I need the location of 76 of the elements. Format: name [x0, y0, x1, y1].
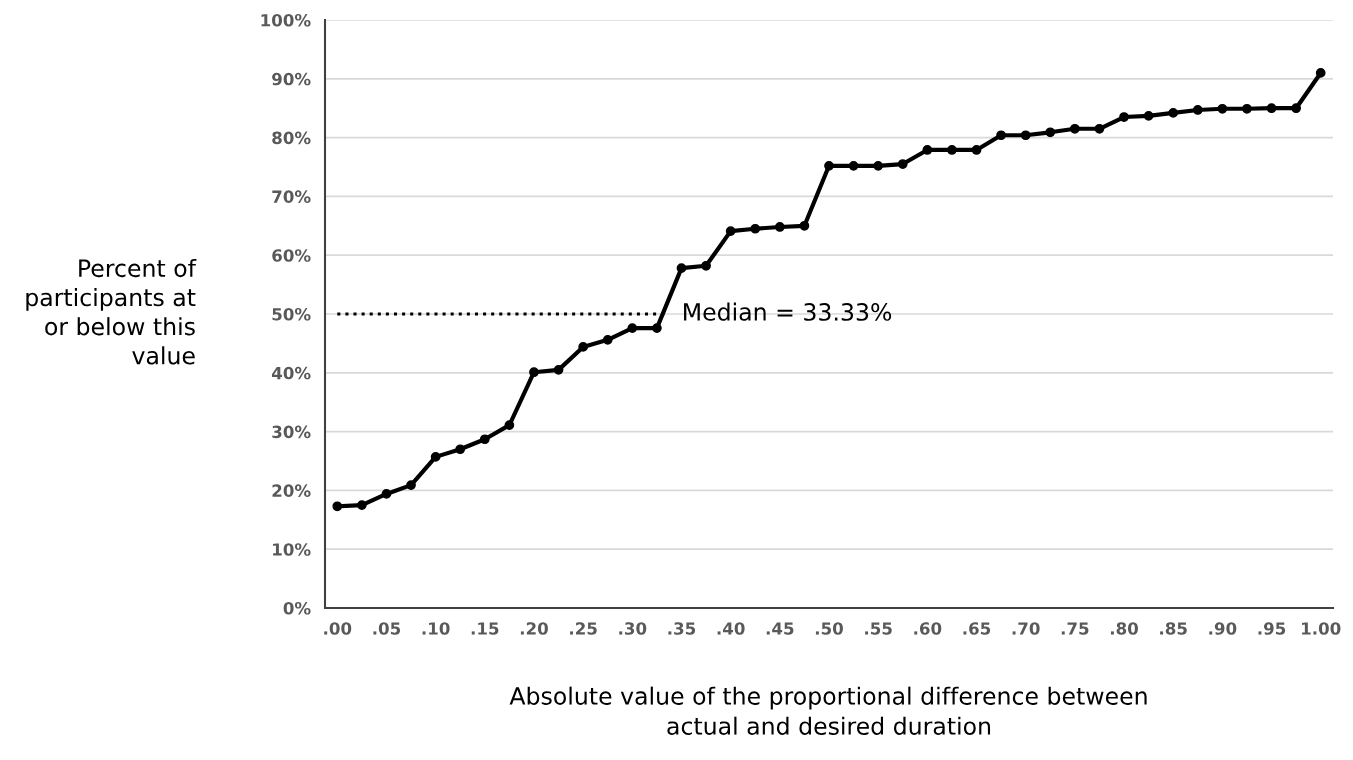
x-axis-title: Absolute value of the proportional difference between actual and desired duration	[509, 686, 1147, 735]
point	[553, 364, 564, 375]
point	[381, 489, 392, 499]
point	[1192, 105, 1203, 115]
point	[602, 335, 613, 345]
point	[848, 160, 859, 171]
y-tick-label: 50%	[272, 307, 311, 321]
x-tick-label: .95	[1258, 622, 1286, 635]
point	[774, 222, 785, 232]
point	[455, 444, 466, 455]
point	[479, 434, 490, 445]
point	[701, 260, 711, 271]
y-tick-label: 60%	[272, 249, 311, 262]
y-tick-label: 20%	[272, 484, 311, 497]
point	[504, 420, 515, 430]
x-tick-label: .00	[324, 622, 352, 635]
point	[332, 501, 343, 512]
y-tick-label: 30%	[272, 425, 311, 439]
point	[922, 145, 933, 155]
y-tick-label: 90%	[272, 72, 311, 86]
x-tick-label: .90	[1209, 622, 1237, 635]
x-tick-label: .70	[1012, 622, 1040, 635]
point	[1291, 103, 1301, 114]
point	[430, 452, 441, 462]
point	[1020, 130, 1031, 141]
point	[725, 226, 736, 236]
x-tick-label: .50	[815, 622, 843, 635]
x-tick-label: .40	[717, 622, 745, 635]
x-tick-label: .20	[520, 622, 548, 635]
y-tick-label: 70%	[272, 190, 311, 203]
point	[1168, 108, 1179, 118]
point	[897, 159, 908, 169]
point	[676, 263, 687, 273]
x-tick-label: .10	[422, 622, 450, 635]
point	[1094, 123, 1105, 134]
point	[1143, 110, 1154, 121]
x-tick-label: .45	[766, 622, 794, 635]
point	[799, 220, 810, 231]
point	[947, 145, 957, 155]
x-tick-label: .15	[471, 622, 499, 635]
y-tick-label: 100%	[261, 13, 311, 27]
y-tick-label: 10%	[273, 543, 311, 556]
annotation: Median = 33.33%	[684, 302, 892, 321]
point	[1069, 123, 1080, 134]
x-tick-label: .35	[668, 622, 696, 635]
point	[406, 480, 416, 490]
point	[1242, 103, 1252, 114]
x-tick-label: .65	[963, 622, 991, 635]
point	[529, 367, 539, 378]
point	[824, 160, 834, 171]
point	[1045, 127, 1056, 138]
y-tick-label: 0%	[283, 601, 311, 615]
y-axis-title: Percent of participants at or below this value	[26, 258, 197, 365]
point	[750, 223, 761, 234]
point	[1217, 103, 1228, 114]
x-tick-label: .05	[373, 622, 401, 635]
point	[873, 160, 884, 171]
x-tick-label: .85	[1160, 622, 1187, 635]
y-tick-label: 80%	[272, 131, 311, 145]
point	[357, 500, 367, 510]
x-tick-label: .75	[1061, 622, 1089, 635]
y-tick-label: 40%	[271, 366, 311, 380]
x-tick-label: .60	[914, 622, 942, 635]
x-tick-label: .55	[865, 622, 892, 635]
point	[1266, 103, 1277, 114]
x-tick-label: .25	[570, 622, 597, 635]
point	[652, 323, 662, 333]
point	[578, 342, 589, 352]
point	[996, 130, 1006, 141]
point	[1315, 68, 1326, 78]
x-tick-label: .30	[619, 622, 647, 635]
x-tick-label: .80	[1110, 622, 1138, 635]
point	[971, 145, 982, 155]
point	[627, 323, 638, 333]
point	[1119, 112, 1129, 122]
x-tick-label: 1.00	[1302, 622, 1341, 635]
